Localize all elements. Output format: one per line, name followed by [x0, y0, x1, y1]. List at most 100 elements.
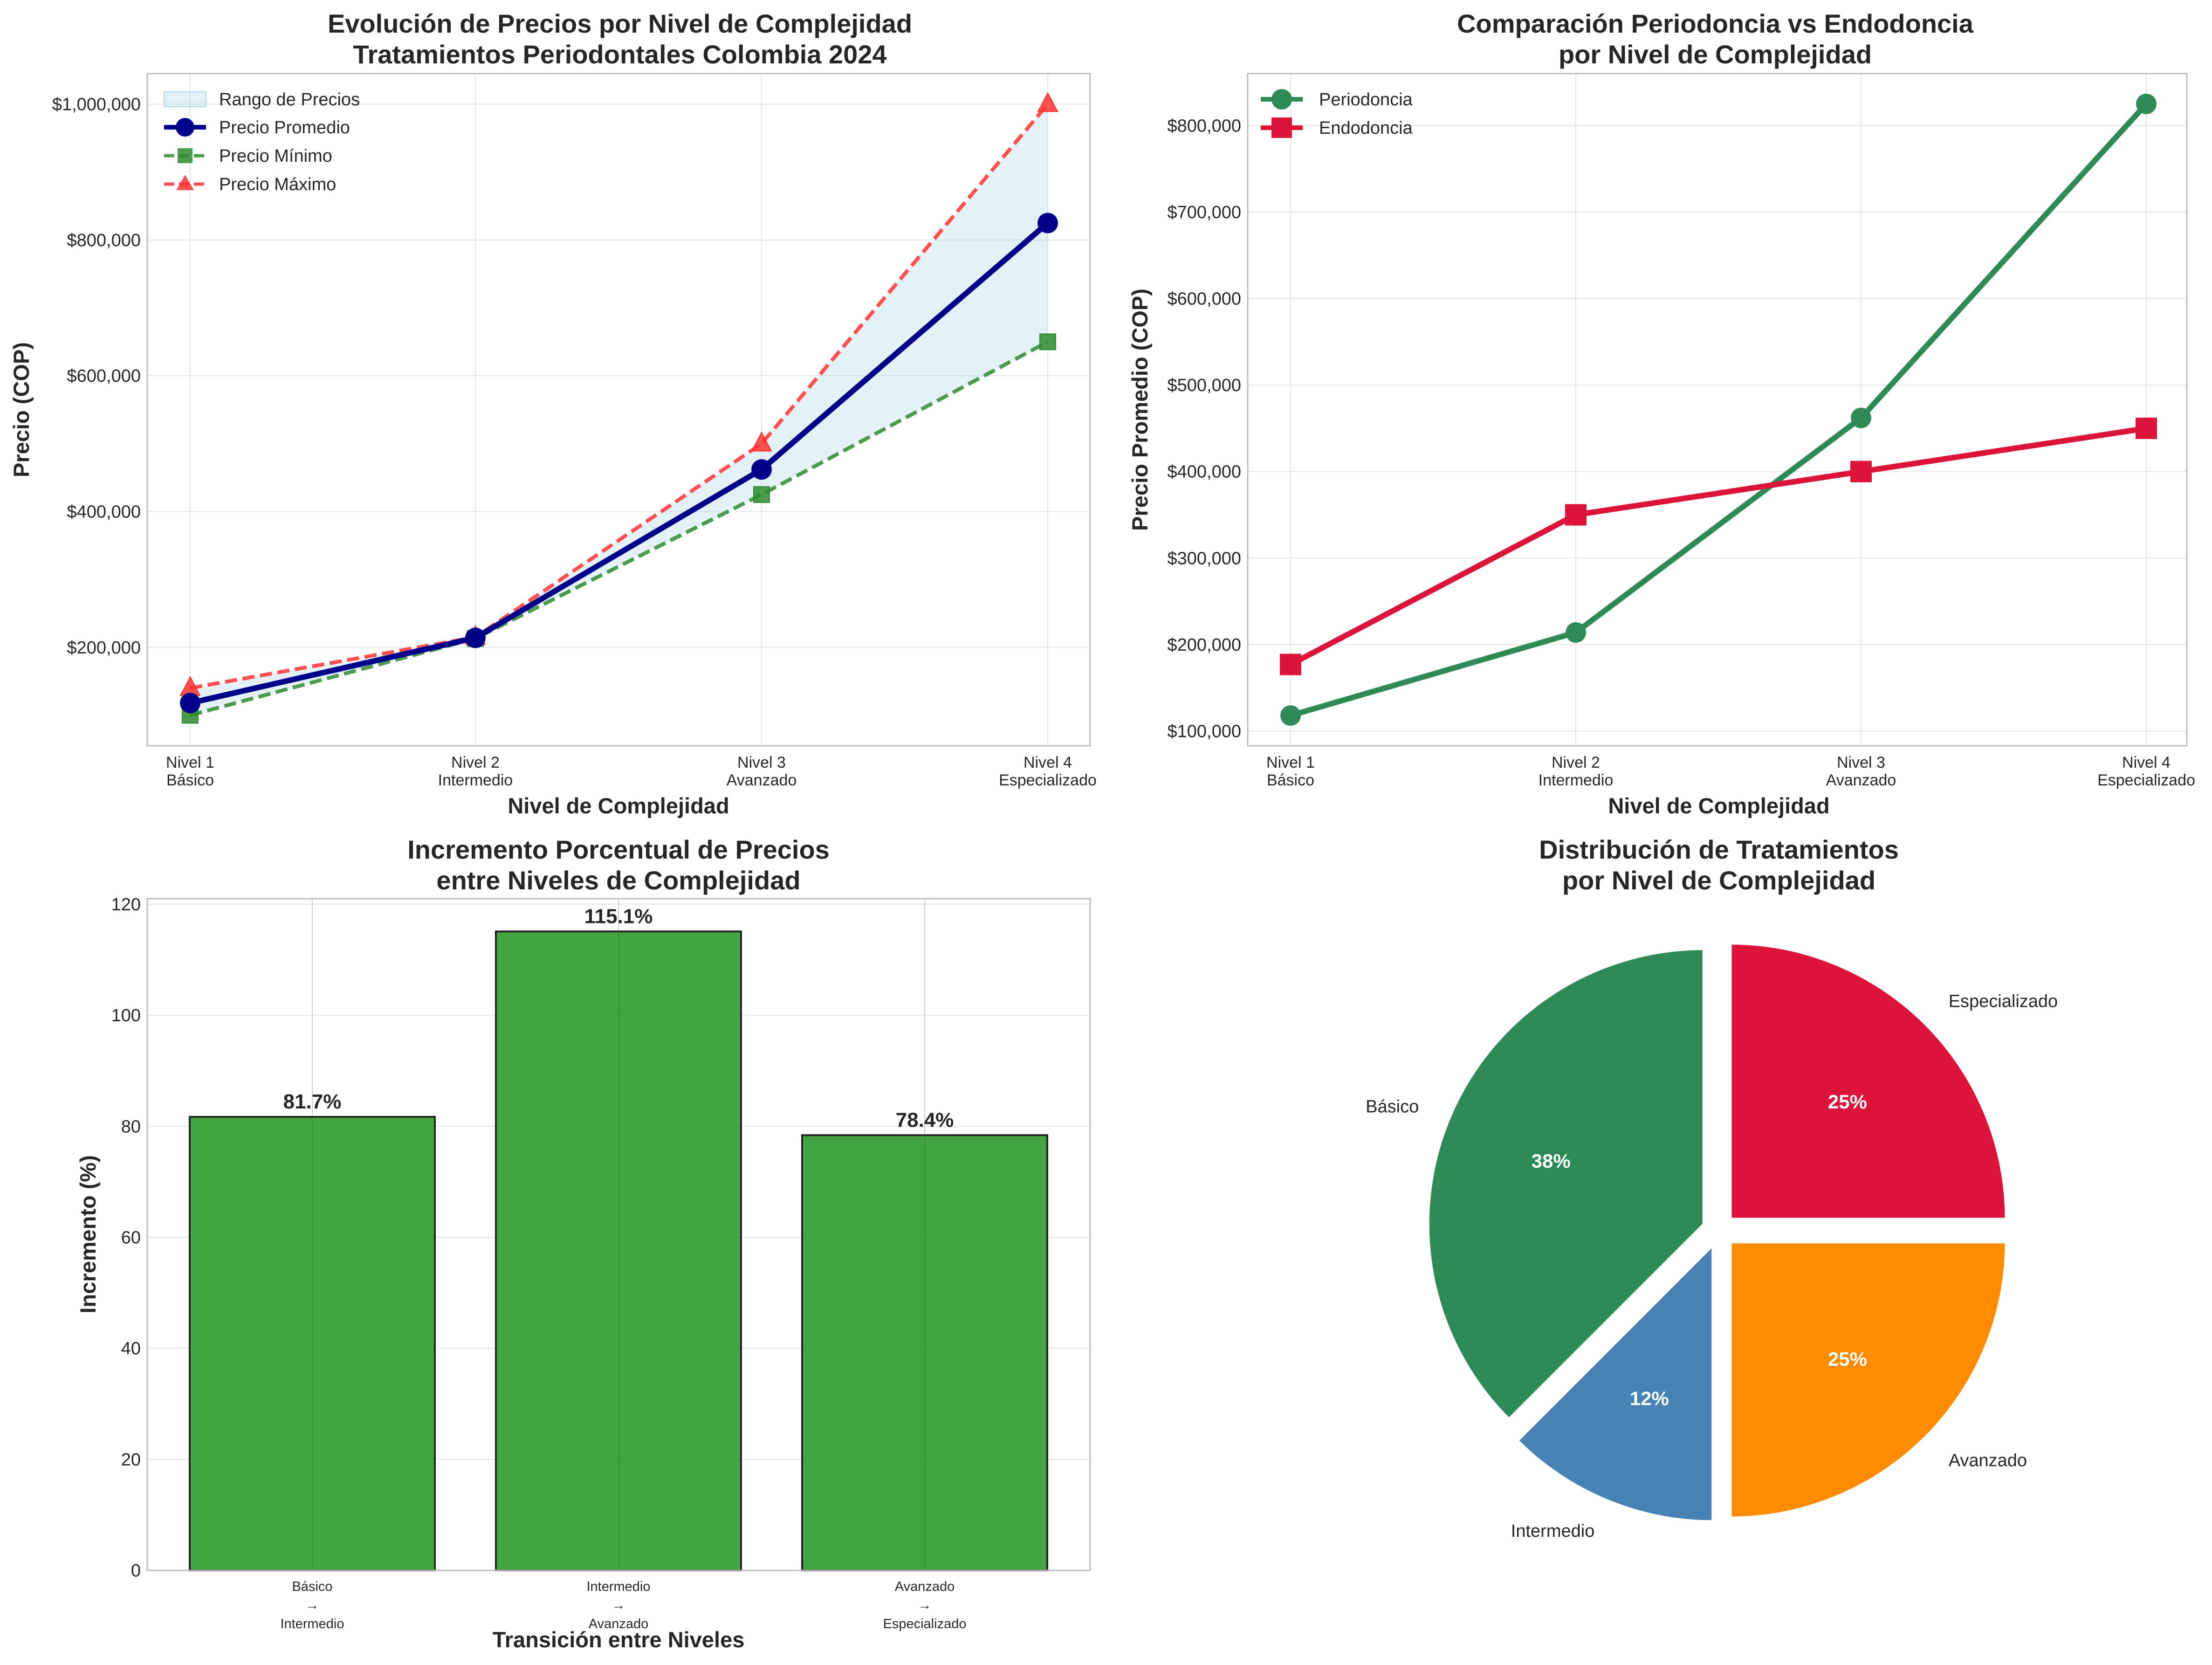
p2-grid [1248, 74, 2187, 746]
bar-value-label: 81.7% [283, 1090, 342, 1113]
panel-perio-vs-endo: Comparación Periodoncia vs Endodoncia po… [1127, 9, 2195, 818]
p4-title-line2: por Nivel de Complejidad [1562, 866, 1875, 895]
legend-range-label: Rango de Precios [219, 90, 360, 110]
y-tick-label: $700,000 [1168, 203, 1242, 222]
data-point [1039, 333, 1056, 351]
legend-perio-marker [1271, 89, 1292, 110]
legend-endo-label: Endodoncia [1319, 118, 1413, 138]
bar-value-label: 78.4% [896, 1108, 954, 1131]
p3-frame [146, 898, 1091, 1571]
data-point [2136, 93, 2157, 114]
data-point [1850, 461, 1872, 482]
p3-plot-area: 81.7% 115.1% 78.4% [189, 905, 1048, 1572]
data-point [1280, 705, 1301, 726]
series-line [190, 103, 1050, 690]
p1-title-line2: Tratamientos Periodontales Colombia 2024 [353, 40, 886, 69]
p3-title-line1: Incremento Porcentual de Precios [407, 835, 830, 864]
legend-max-marker [176, 175, 194, 190]
p1-x-label: Nivel de Complejidad [508, 793, 729, 818]
p2-title-line1: Comparación Periodoncia vs Endodoncia [1457, 9, 1974, 38]
x-tick-label: Especializado [883, 1617, 967, 1631]
legend-perio-label: Periodoncia [1319, 90, 1413, 110]
p3-x-label: Transición entre Niveles [493, 1627, 745, 1652]
y-tick-label: $400,000 [1168, 462, 1242, 482]
pie-category-label: Avanzado [1949, 1451, 2027, 1471]
pie-percent-label: 25% [1828, 1348, 1867, 1370]
data-point [1851, 407, 1871, 428]
data-point [751, 431, 772, 452]
series-endodoncia [1280, 417, 2157, 675]
y-tick-label: $200,000 [67, 638, 141, 658]
p1-title-line1: Evolución de Precios por Nivel de Comple… [328, 9, 912, 38]
legend-endo-marker [1271, 117, 1292, 138]
x-tick-label-name: Básico [1267, 771, 1314, 789]
series-line [1289, 425, 2147, 667]
bar [189, 1116, 436, 1572]
y-tick-label: 40 [121, 1339, 141, 1359]
x-tick-label: Avanzado [589, 1617, 648, 1631]
data-point [1566, 622, 1586, 643]
y-tick-label: 0 [131, 1561, 141, 1581]
pie-slice [1517, 1244, 1714, 1522]
data-point [751, 459, 772, 480]
p3-y-axis: 0 20 40 60 80 100 120 [111, 895, 141, 1581]
y-tick-label: $500,000 [1168, 376, 1242, 395]
data-point [1565, 504, 1587, 526]
legend-min-label: Precio Mínimo [219, 146, 332, 166]
pie-slice [1730, 1241, 2007, 1519]
x-tick-label-level: Nivel 3 [737, 754, 786, 771]
data-point [2136, 417, 2157, 439]
p2-y-axis: $100,000 $200,000 $300,000 $400,000 $500,000… [1168, 116, 1242, 741]
y-tick-label: $200,000 [1168, 635, 1242, 655]
pie-slice [1730, 943, 2007, 1220]
panel-percent-increase: Incremento Porcentual de Precios entre N… [76, 835, 1091, 1652]
p3-y-label: Incremento (%) [76, 1155, 100, 1314]
pie-slice [1427, 948, 1704, 1420]
x-tick-label: Avanzado [895, 1579, 955, 1594]
pie-percent-label: 12% [1630, 1387, 1669, 1409]
p1-legend: Rango de Precios Precio Promedio Precio … [164, 90, 360, 194]
legend-min-marker [178, 148, 192, 163]
y-tick-label: 80 [121, 1117, 141, 1136]
price-range-band [190, 104, 1048, 716]
data-point [753, 486, 770, 503]
series-line [1290, 102, 2149, 718]
data-point [180, 693, 200, 714]
panel-price-evolution: Evolución de Precios por Nivel de Comple… [9, 9, 1097, 818]
x-tick-label-name: Intermedio [1539, 771, 1614, 789]
x-tick-label-level: Nivel 4 [1024, 754, 1072, 771]
p2-frame [1247, 73, 2188, 747]
series-periodoncia [1280, 93, 2157, 726]
y-tick-label: 60 [121, 1228, 141, 1247]
y-tick-label: $600,000 [67, 366, 141, 386]
x-tick-label-name: Básico [166, 771, 214, 789]
series-line [189, 220, 1050, 706]
p1-y-label: Precio (COP) [9, 342, 34, 477]
x-tick-label-level: Nivel 1 [1266, 754, 1315, 771]
y-tick-label: $800,000 [1168, 116, 1242, 136]
x-tick-label-level: Nivel 1 [166, 754, 214, 771]
legend-avg-label: Precio Promedio [219, 118, 350, 138]
bar-value-label: 115.1% [584, 905, 653, 928]
p2-x-label: Nivel de Complejidad [1608, 793, 1829, 818]
y-tick-label: $400,000 [67, 502, 141, 522]
x-tick-label-name: Especializado [999, 771, 1097, 789]
y-tick-label: 20 [121, 1450, 141, 1470]
data-point [465, 627, 486, 648]
series-line [189, 340, 1049, 717]
y-tick-label: 100 [111, 1006, 141, 1025]
y-tick-label: $300,000 [1168, 549, 1242, 568]
x-tick-label-level: Nivel 4 [2122, 754, 2171, 771]
bar [495, 930, 742, 1571]
data-point [1037, 92, 1058, 112]
data-point [1280, 654, 1301, 675]
pie-category-label: Especializado [1949, 991, 2058, 1011]
p2-legend: Periodoncia Endodoncia [1261, 89, 1413, 138]
x-tick-label-level: Nivel 2 [1552, 754, 1600, 771]
p2-title-line2: por Nivel de Complejidad [1559, 40, 1872, 69]
pie-percent-label: 38% [1532, 1150, 1571, 1172]
data-point [1037, 213, 1058, 234]
